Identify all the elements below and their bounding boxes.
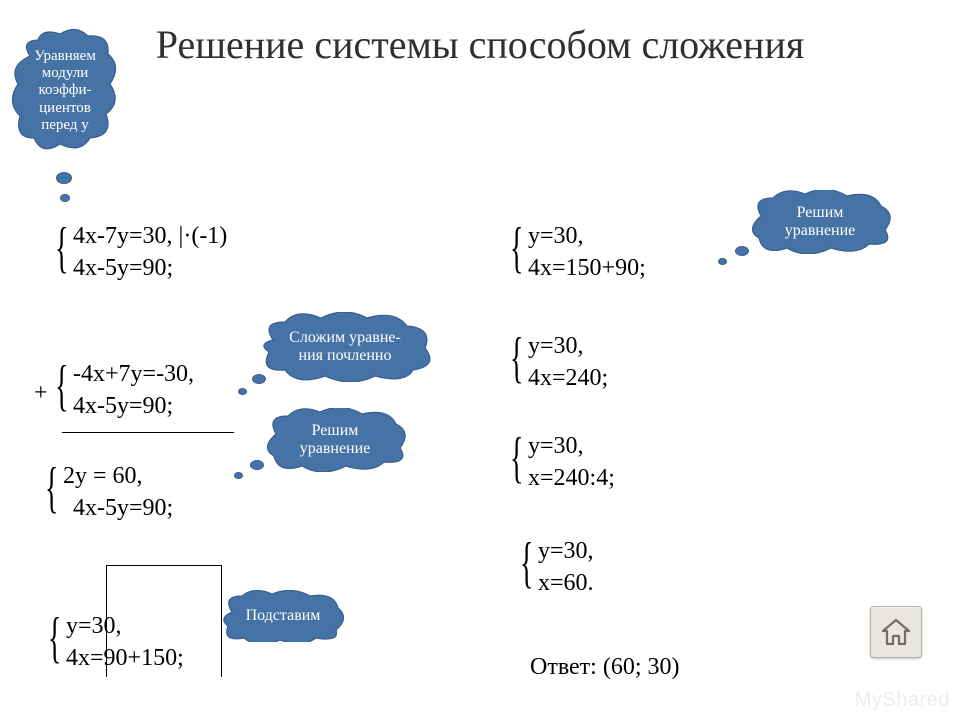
eq-line: x=60. xyxy=(538,567,594,599)
eq-line: 4x-5y=90; xyxy=(73,390,194,422)
system-r4: { y=30, x=60. xyxy=(530,535,594,600)
eq-line: y=30, xyxy=(528,220,646,252)
eq-line: 2y = 60, xyxy=(63,460,173,492)
plus-sign: + xyxy=(34,380,48,407)
brace: { xyxy=(55,220,68,276)
eq-line: 4x-5y=90; xyxy=(73,492,173,524)
cloud-text: Решим уравнение xyxy=(292,416,379,465)
system-r1: { y=30, 4x=150+90; xyxy=(520,220,646,285)
cloud2-bubble-1 xyxy=(252,374,266,384)
eq-line: -4x+7y=-30, xyxy=(73,358,194,390)
cloud5-bubble-1 xyxy=(735,246,749,256)
cloud5-bubble-2 xyxy=(718,258,727,265)
system-3: { 2y = 60, 4x-5y=90; xyxy=(55,460,173,525)
brace: { xyxy=(510,430,523,486)
cloud1-bubble-1 xyxy=(56,172,72,184)
brace: { xyxy=(45,460,58,516)
cloud2-bubble-2 xyxy=(238,388,247,395)
eq-line: y=30, xyxy=(528,330,608,362)
eq-line: 4x-5y=90; xyxy=(73,252,227,284)
slide-title: Решение системы способом сложения xyxy=(0,22,960,68)
brace: { xyxy=(510,330,523,386)
cloud1-bubble-2 xyxy=(60,194,70,202)
eq-line: 4x-7y=30, |·(-1) xyxy=(73,220,227,252)
cloud-equalize-coeffs: Уравняем модули коэффи- циентов перед у xyxy=(10,26,120,156)
eq-line: x=240:4; xyxy=(528,462,615,494)
brace: { xyxy=(520,535,533,591)
home-icon xyxy=(879,617,913,647)
eq-line: 4x=240; xyxy=(528,362,608,394)
cloud-text: Сложим уравне- ния почленно xyxy=(281,323,409,372)
watermark: MyShared xyxy=(855,689,950,712)
eq-line: 4x=150+90; xyxy=(528,252,646,284)
eq-line: y=30, xyxy=(528,430,615,462)
answer-text: Ответ: (60; 30) xyxy=(530,654,679,681)
cloud-text: Решим уравнение xyxy=(777,198,864,247)
cloud-add-equations: Сложим уравне- ния почленно xyxy=(255,312,435,382)
system-2: { -4x+7y=-30, 4x-5y=90; xyxy=(65,358,194,423)
system-1: { 4x-7y=30, |·(-1) 4x-5y=90; xyxy=(65,220,227,285)
cloud3-bubble-1 xyxy=(250,460,264,470)
system-r3: { y=30, x=240:4; xyxy=(520,430,615,495)
home-button[interactable] xyxy=(870,606,922,658)
brace: { xyxy=(55,358,68,414)
eq-line: y=30, xyxy=(538,535,594,567)
brace: { xyxy=(48,610,61,666)
substitute-box xyxy=(106,565,222,677)
cloud-text: Уравняем модули коэффи- циентов перед у xyxy=(26,42,104,140)
sum-divider xyxy=(62,432,234,433)
brace: { xyxy=(510,220,523,276)
cloud-text: Подставим xyxy=(238,601,329,631)
cloud-substitute: Подставим xyxy=(218,590,348,642)
cloud3-bubble-2 xyxy=(234,472,243,479)
cloud-solve-2: Решим уравнение xyxy=(745,190,895,254)
cloud-solve-1: Решим уравнение xyxy=(260,408,410,472)
system-r2: { y=30, 4x=240; xyxy=(520,330,608,395)
